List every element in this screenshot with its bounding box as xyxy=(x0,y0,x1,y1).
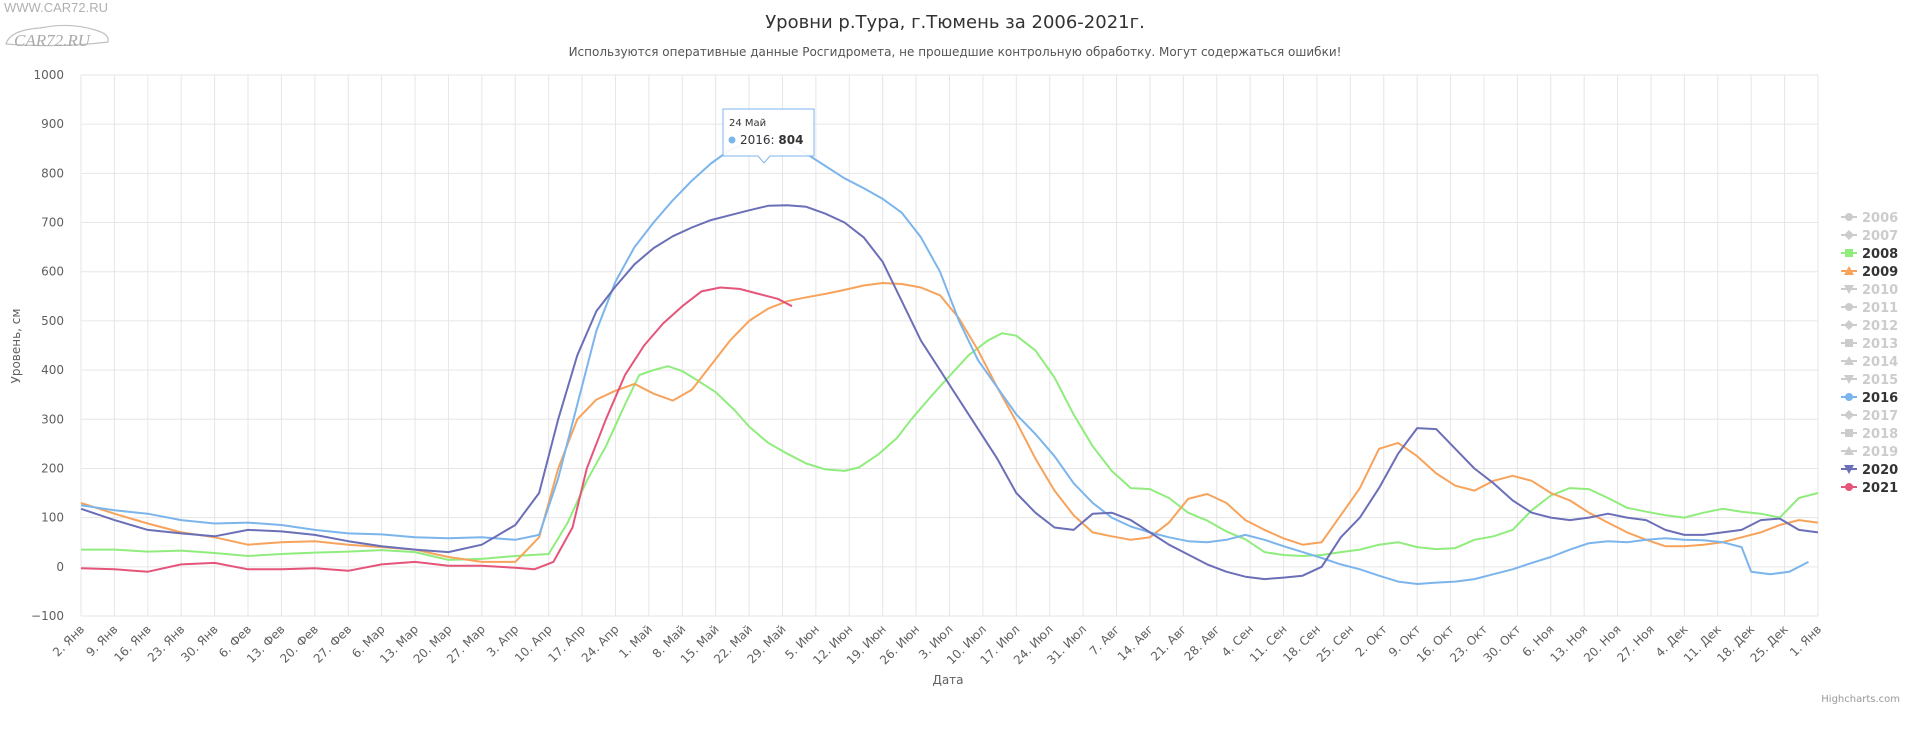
y-tick-label: 700 xyxy=(41,216,64,230)
legend-label: 2013 xyxy=(1862,337,1898,352)
legend-label: 2010 xyxy=(1862,283,1898,298)
legend-item-2013[interactable]: 2013 xyxy=(1841,337,1898,352)
y-tick-label: 1000 xyxy=(33,68,64,82)
y-tick-label: 600 xyxy=(41,265,64,279)
legend-marker-icon xyxy=(1844,465,1854,474)
y-tick-label: 800 xyxy=(41,166,64,180)
x-tick-label: 1. Янв xyxy=(1787,622,1824,659)
legend-item-2010[interactable]: 2010 xyxy=(1841,283,1898,298)
legend-item-2016[interactable]: 2016 xyxy=(1841,391,1898,406)
legend-label: 2021 xyxy=(1862,481,1898,496)
y-tick-label: 400 xyxy=(41,363,64,377)
x-tick-label: 25. Дек xyxy=(1748,622,1791,665)
watermark-logo-text: CAR72.RU xyxy=(14,31,92,50)
y-tick-label: 0 xyxy=(56,560,64,574)
x-tick-label: 28. Авг xyxy=(1181,622,1222,663)
series-lines xyxy=(80,139,1819,585)
chart-title: Уровни р.Тура, г.Тюмень за 2006-2021г. xyxy=(765,12,1145,33)
legend-marker-icon xyxy=(1845,213,1853,221)
legend-marker-icon xyxy=(1845,393,1853,401)
x-tick-label: 21. Авг xyxy=(1148,622,1189,663)
legend-label: 2012 xyxy=(1862,319,1898,334)
x-tick-label: 27. Ноя xyxy=(1614,622,1657,665)
x-tick-label: 2. Янв xyxy=(50,622,87,659)
legend-marker-icon xyxy=(1844,410,1854,420)
legend-label: 2009 xyxy=(1862,265,1898,280)
tooltip-value: 804 xyxy=(778,133,803,147)
y-tick-label: 500 xyxy=(41,314,64,328)
watermark-logo: CAR72.RU xyxy=(5,24,109,50)
legend-item-2008[interactable]: 2008 xyxy=(1841,247,1898,262)
legend-label: 2018 xyxy=(1862,427,1898,442)
legend-item-2015[interactable]: 2015 xyxy=(1841,373,1898,388)
legend-item-2017[interactable]: 2017 xyxy=(1841,409,1898,424)
legend-marker-icon xyxy=(1845,483,1853,491)
legend-marker-icon xyxy=(1844,285,1854,294)
tooltip-series-name: 2016 xyxy=(740,133,771,147)
x-tick-label: 2. Окт xyxy=(1352,622,1389,659)
y-tick-label: 200 xyxy=(41,461,64,475)
legend-label: 2015 xyxy=(1862,373,1898,388)
x-grid xyxy=(80,75,1819,616)
legend-item-2006[interactable]: 2006 xyxy=(1841,211,1898,226)
legend-item-2009[interactable]: 2009 xyxy=(1841,265,1898,280)
legend-marker-icon xyxy=(1844,320,1854,330)
legend-label: 2006 xyxy=(1862,211,1898,226)
legend-label: 2019 xyxy=(1862,445,1898,460)
legend-label: 2007 xyxy=(1862,229,1898,244)
legend-item-2012[interactable]: 2012 xyxy=(1841,319,1898,334)
legend-marker-icon xyxy=(1844,266,1854,275)
legend-marker-icon xyxy=(1845,249,1853,257)
legend-label: 2020 xyxy=(1862,463,1898,478)
legend-label: 2014 xyxy=(1862,355,1898,370)
legend-label: 2011 xyxy=(1862,301,1898,316)
tooltip: 24 Май 2016: 804 xyxy=(722,108,815,164)
legend-marker-icon xyxy=(1844,230,1854,240)
legend-marker-icon xyxy=(1844,446,1854,455)
y-axis-labels: −100 0 100 200 300 400 500 600 700 800 900 1000 xyxy=(31,68,64,623)
tooltip-marker-icon xyxy=(728,136,736,144)
series-2009-line xyxy=(80,282,1819,563)
legend-label: 2016 xyxy=(1862,391,1898,406)
legend-label: 2008 xyxy=(1862,247,1898,262)
x-tick-label: 30. Янв xyxy=(178,622,221,665)
x-tick-label: 30. Окт xyxy=(1481,622,1524,665)
series-2020-line xyxy=(80,204,1819,581)
legend-marker-icon xyxy=(1844,375,1854,384)
legend-label: 2017 xyxy=(1862,409,1898,424)
credits-text: Highcharts.com xyxy=(1821,694,1900,705)
legend-marker-icon xyxy=(1845,339,1853,347)
y-tick-label: 900 xyxy=(41,117,64,131)
x-tick-label: 1. Май xyxy=(616,622,655,661)
legend-marker-icon xyxy=(1845,303,1853,311)
x-tick-label: 14. Авг xyxy=(1115,622,1156,663)
legend-item-2020[interactable]: 2020 xyxy=(1841,463,1898,478)
x-axis-title: Дата xyxy=(932,673,963,687)
series-2016-line xyxy=(80,139,1809,585)
legend-marker-icon xyxy=(1844,356,1854,365)
legend-item-2014[interactable]: 2014 xyxy=(1841,355,1898,370)
legend: 2006 2007 2008 2009 2010 2011 2012 2013 2014 2015… xyxy=(1841,211,1898,496)
legend-item-2018[interactable]: 2018 xyxy=(1841,427,1898,442)
watermark-site-text: WWW.CAR72.RU xyxy=(4,0,108,15)
tooltip-series: 2016: 804 xyxy=(740,133,803,147)
x-tick-label: 24. Апр xyxy=(579,622,622,665)
y-axis-title: Уровень, см xyxy=(9,309,23,384)
x-tick-label: 25. Сен xyxy=(1314,622,1357,665)
series-2021-line xyxy=(80,286,793,573)
legend-item-2021[interactable]: 2021 xyxy=(1841,481,1898,496)
legend-marker-icon xyxy=(1845,429,1853,437)
legend-item-2007[interactable]: 2007 xyxy=(1841,229,1898,244)
tooltip-date: 24 Май xyxy=(729,118,766,129)
y-tick-label: 300 xyxy=(41,412,64,426)
y-tick-label: 100 xyxy=(41,511,64,525)
y-tick-label: −100 xyxy=(31,609,64,623)
legend-item-2019[interactable]: 2019 xyxy=(1841,445,1898,460)
legend-item-2011[interactable]: 2011 xyxy=(1841,301,1898,316)
chart-subtitle: Используются оперативные данные Росгидро… xyxy=(569,45,1342,59)
